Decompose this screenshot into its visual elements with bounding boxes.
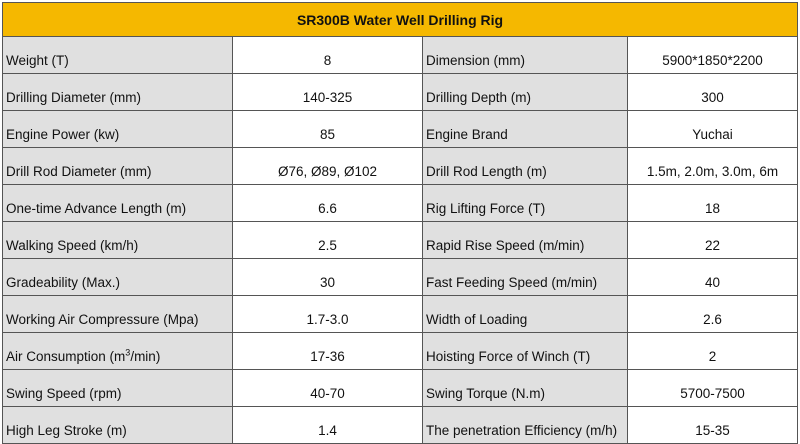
table-row: Working Air Compressure (Mpa) 1.7-3.0 Wi… [2,295,799,333]
spec-label: Weight (T) [2,36,233,74]
spec-label: Walking Speed (km/h) [2,221,233,259]
spec-label: Drilling Depth (m) [422,73,628,111]
spec-value: 17-36 [232,332,423,370]
spec-value: 300 [626,73,799,111]
table-title: SR300B Water Well Drilling Rig [1,2,799,37]
spec-value: 1.4 [232,406,423,444]
spec-label: Rapid Rise Speed (m/min) [422,221,628,259]
spec-label: Gradeability (Max.) [2,258,233,296]
spec-value: 2.5 [232,221,423,259]
table-row: Drilling Diameter (mm) 140-325 Drilling … [2,73,799,111]
spec-label: Hoisting Force of Winch (T) [422,332,628,370]
spec-label-text: Air Consumption (m [6,349,126,364]
spec-label: Swing Speed (rpm) [2,369,233,407]
table-row: One-time Advance Length (m) 6.6 Rig Lift… [2,184,799,222]
spec-label: Drill Rod Diameter (mm) [2,147,233,185]
spec-value: Yuchai [626,110,799,148]
spec-value: 18 [626,184,799,222]
spec-value: 8 [232,36,423,74]
table-row: Weight (T) 8 Dimension (mm) 5900*1850*22… [2,36,799,74]
spec-value: 40 [626,258,799,296]
table-row: Engine Power (kw) 85 Engine Brand Yuchai [2,110,799,148]
spec-value: 30 [232,258,423,296]
table-row: Air Consumption (m3/min) 17-36 Hoisting … [2,332,799,370]
spec-label: Width of Loading [422,295,628,333]
spec-label: Fast Feeding Speed (m/min) [422,258,628,296]
spec-value: 22 [626,221,799,259]
table-row: Gradeability (Max.) 30 Fast Feeding Spee… [2,258,799,296]
table-row: Swing Speed (rpm) 40-70 Swing Torque (N.… [2,369,799,407]
spec-label-text: /min) [130,349,161,364]
spec-value: 140-325 [232,73,423,111]
spec-label: Engine Brand [422,110,628,148]
spec-label: One-time Advance Length (m) [2,184,233,222]
table-row: Walking Speed (km/h) 2.5 Rapid Rise Spee… [2,221,799,259]
spec-label: Working Air Compressure (Mpa) [2,295,233,333]
spec-label: Engine Power (kw) [2,110,233,148]
spec-label: High Leg Stroke (m) [2,406,233,444]
spec-label: The penetration Efficiency (m/h) [422,406,628,444]
spec-value: 5700-7500 [626,369,799,407]
table-row: High Leg Stroke (m) 1.4 The penetration … [2,406,799,444]
table-row: Drill Rod Diameter (mm) Ø76, Ø89, Ø102 D… [2,147,799,185]
spec-label: Dimension (mm) [422,36,628,74]
spec-value: 6.6 [232,184,423,222]
spec-value: 40-70 [232,369,423,407]
spec-value: 85 [232,110,423,148]
table-title-row: SR300B Water Well Drilling Rig [1,2,799,37]
spec-label: Rig Lifting Force (T) [422,184,628,222]
spec-label: Drill Rod Length (m) [422,147,628,185]
spec-label: Swing Torque (N.m) [422,369,628,407]
spec-value: 1.5m, 2.0m, 3.0m, 6m [626,147,799,185]
spec-value: 1.7-3.0 [232,295,423,333]
spec-label: Drilling Diameter (mm) [2,73,233,111]
spec-value: 5900*1850*2200 [626,36,799,74]
spec-value: 15-35 [626,406,799,444]
spec-value: 2 [626,332,799,370]
spec-value: Ø76, Ø89, Ø102 [232,147,423,185]
spec-value: 2.6 [626,295,799,333]
superscript-3: 3 [125,347,131,358]
spec-label: Air Consumption (m3/min) [2,332,233,370]
